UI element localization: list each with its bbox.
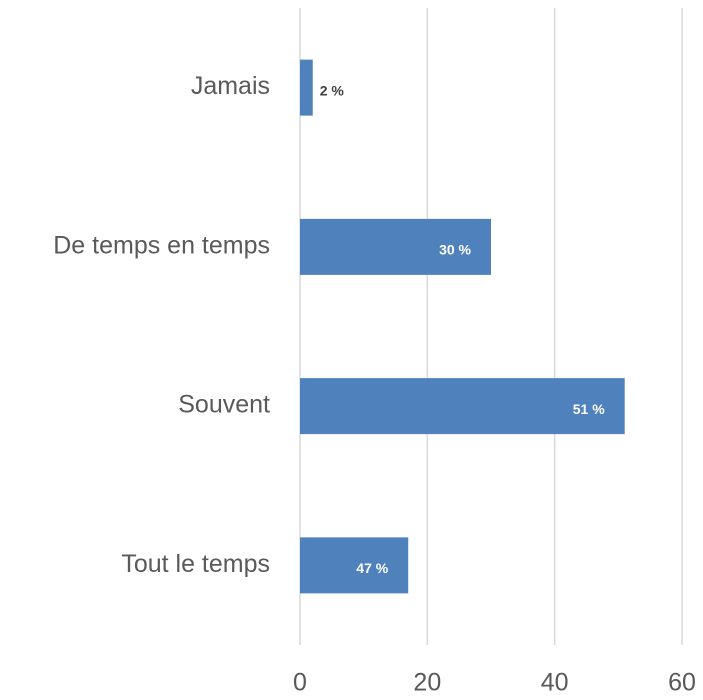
y-tick-label: De temps en temps — [53, 231, 270, 259]
data-label: 2 % — [320, 82, 345, 98]
x-tick-label: 40 — [541, 669, 569, 697]
x-tick-label: 0 — [293, 669, 307, 697]
data-label: 47 % — [356, 560, 388, 576]
data-label: 30 % — [439, 242, 471, 258]
bar — [300, 59, 313, 116]
y-tick-label: Souvent — [178, 391, 270, 419]
x-tick-label: 20 — [413, 669, 441, 697]
y-tick-label: Tout le temps — [121, 550, 270, 578]
data-label: 51 % — [573, 401, 605, 417]
bar — [300, 218, 491, 275]
x-tick-label: 60 — [668, 669, 696, 697]
bar — [300, 537, 409, 594]
y-tick-label: Jamais — [191, 72, 270, 100]
bar — [300, 378, 625, 435]
